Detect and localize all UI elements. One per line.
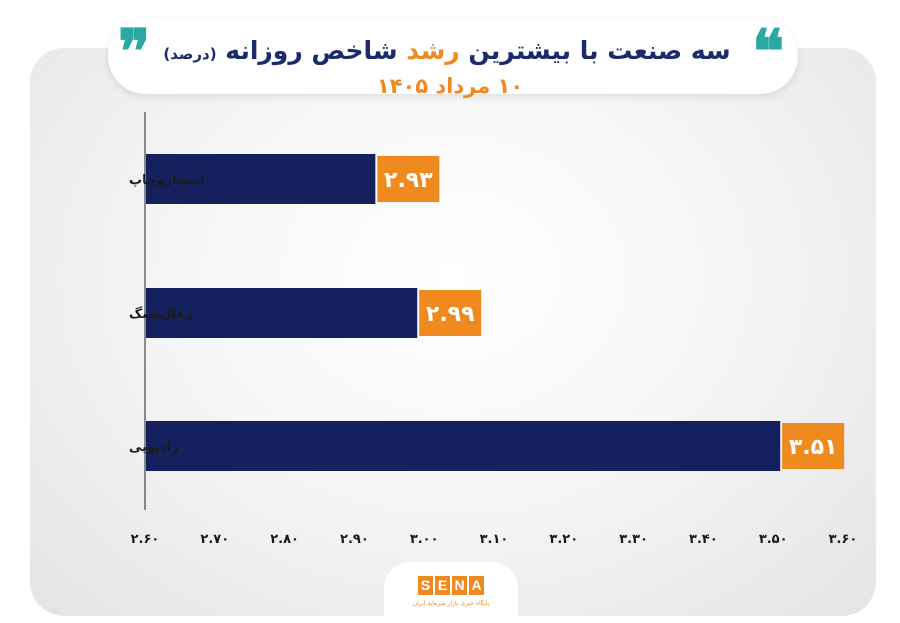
x-tick-label: ۲.۷۰ — [200, 532, 229, 547]
x-tick-label: ۲.۸۰ — [270, 532, 299, 547]
x-tick-label: ۳.۰۰ — [410, 532, 439, 547]
title-part-2: شاخص روزانه — [225, 36, 398, 65]
bar — [146, 421, 781, 471]
bar — [146, 154, 376, 204]
x-tick-label: ۲.۹۰ — [340, 532, 369, 547]
title-part-1: سه صنعت با بیشترین — [468, 36, 731, 65]
value-label-box — [782, 423, 845, 469]
category-label: انتشاروچاپ — [129, 173, 205, 188]
chart-subtitle: ۱۰ مرداد ۱۴۰۵ — [376, 74, 524, 98]
x-tick-label: ۳.۳۰ — [619, 532, 648, 547]
quote-mark-left-icon: ❞ — [118, 17, 151, 87]
logo-tab — [384, 562, 518, 623]
quote-mark-right-icon: ❝ — [752, 17, 785, 87]
value-label: ۲.۹۳ — [384, 168, 433, 193]
title-highlight: رشد — [406, 36, 460, 65]
category-label: زغال‌سنگ — [129, 306, 193, 322]
logo-tagline: پایگاه خبری بازار سرمایه ایران — [412, 600, 490, 607]
title-banner — [108, 18, 798, 94]
x-tick-label: ۳.۶۰ — [829, 532, 858, 547]
logo-letter-a: A — [469, 576, 484, 595]
value-label-box — [419, 290, 482, 336]
x-tick-label: ۳.۴۰ — [689, 532, 718, 547]
x-tick-label: ۲.۶۰ — [131, 532, 160, 547]
bar — [146, 288, 418, 338]
value-label: ۳.۵۱ — [789, 435, 838, 460]
value-label: ۲.۹۹ — [426, 302, 475, 327]
category-label: رادیویی — [129, 440, 179, 455]
logo-letter-s: S — [418, 576, 433, 595]
title-unit: (درصد) — [163, 45, 217, 63]
value-label-box — [377, 156, 440, 202]
sena-logo: S E N A — [418, 576, 484, 596]
chart-title: سه صنعت با بیشترین رشد شاخص روزانه (درصد… — [150, 30, 744, 72]
logo-letter-e: E — [435, 576, 450, 595]
x-tick-label: ۳.۱۰ — [480, 532, 509, 547]
x-tick-label: ۳.۵۰ — [759, 532, 788, 547]
x-tick-label: ۳.۲۰ — [549, 532, 578, 547]
logo-letter-n: N — [452, 576, 467, 595]
